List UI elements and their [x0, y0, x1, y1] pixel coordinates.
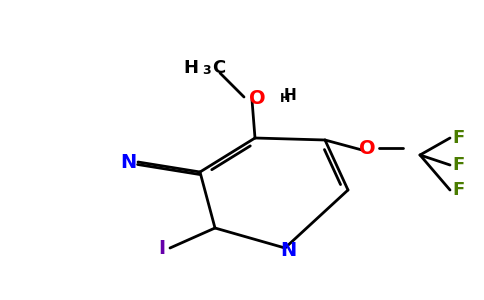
Text: H: H — [284, 88, 296, 103]
Text: H: H — [183, 59, 198, 77]
Text: I: I — [158, 238, 166, 257]
Text: O: O — [359, 139, 375, 158]
Text: N: N — [280, 241, 296, 260]
Text: F: F — [452, 129, 464, 147]
Text: N: N — [120, 152, 136, 172]
Text: H: H — [280, 92, 290, 104]
Text: F: F — [452, 156, 464, 174]
Text: O: O — [249, 88, 265, 107]
Text: 3: 3 — [202, 64, 211, 77]
Text: C: C — [212, 59, 225, 77]
Text: F: F — [452, 181, 464, 199]
